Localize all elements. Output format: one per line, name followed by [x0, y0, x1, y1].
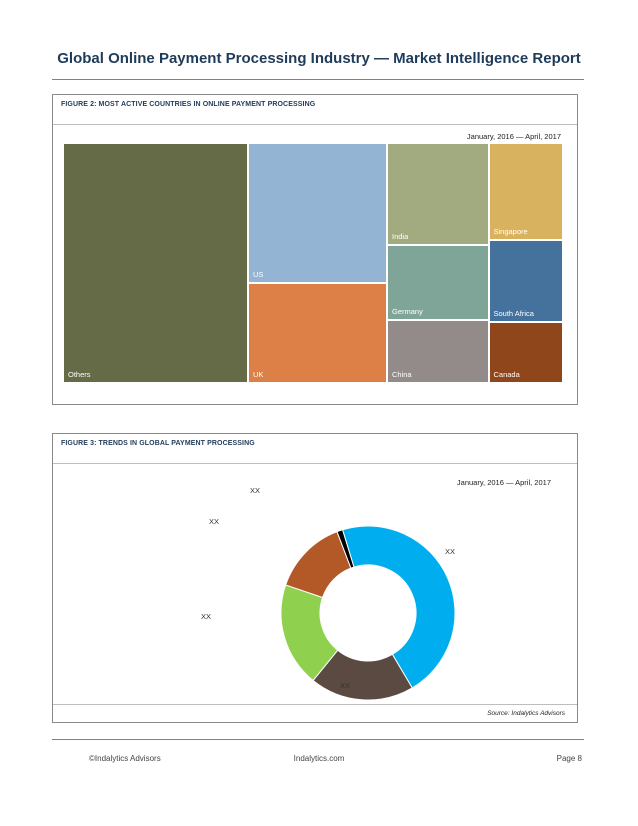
treemap-label: US	[253, 269, 264, 279]
source-divider	[53, 704, 577, 705]
figure2-heading: FIGURE 2: MOST ACTIVE COUNTRIES IN ONLIN…	[53, 95, 577, 125]
footer-rule	[52, 739, 584, 740]
source-note: Source: Indalytics Advisors	[487, 710, 565, 717]
donut-chart: XX XX XX XX XX	[201, 486, 456, 701]
donut-slice-5	[336, 529, 355, 569]
treemap-label: India	[392, 231, 409, 241]
donut-slice-label: XX	[250, 486, 260, 495]
treemap-tile-uk: UK	[248, 282, 387, 383]
treemap-label: Singapore	[493, 226, 528, 236]
treemap-tile-china: China	[387, 320, 489, 383]
treemap-tile-south-africa: South Africa	[488, 239, 563, 322]
treemap-tile-india: India	[387, 143, 489, 245]
treemap-tile-others: Others	[63, 143, 248, 383]
figure2-panel: FIGURE 2: MOST ACTIVE COUNTRIES IN ONLIN…	[52, 94, 578, 405]
footer-page-number: Page 8	[556, 754, 582, 763]
treemap-tile-germany: Germany	[387, 244, 489, 321]
figure3-heading: FIGURE 3: TRENDS IN GLOBAL PAYMENT PROCE…	[53, 434, 577, 464]
donut-slice-label: XX	[445, 547, 455, 556]
treemap-label: Germany	[392, 307, 423, 317]
treemap-tile-us: US	[248, 143, 387, 283]
figure3-date-range: January, 2016 — April, 2017	[456, 478, 551, 487]
footer-site: Indalytics.com	[293, 754, 345, 763]
donut-slice-label: XX	[201, 612, 211, 621]
treemap-label: UK	[253, 369, 264, 379]
treemap-tile-canada: Canada	[488, 321, 563, 383]
donut-slice-label: XX	[209, 517, 219, 526]
treemap-label: South Africa	[493, 308, 534, 318]
figure3-panel: FIGURE 3: TRENDS IN GLOBAL PAYMENT PROCE…	[52, 433, 578, 723]
footer-copyright: ©Indalytics Advisors	[89, 754, 161, 763]
figure2-date-range: January, 2016 — April, 2017	[466, 132, 561, 141]
treemap-chart: Others US UK India Germany China Singapore Sout…	[63, 143, 563, 383]
treemap-label: China	[392, 369, 412, 379]
donut-slice-1	[341, 525, 456, 689]
header-rule	[52, 79, 584, 80]
treemap-label: Canada	[493, 369, 520, 379]
donut-slice-label: XX	[340, 681, 350, 690]
page-title: Global Online Payment Processing Industr…	[57, 50, 581, 67]
treemap-label: Others	[68, 370, 91, 379]
treemap-tile-singapore: Singapore	[488, 143, 563, 240]
